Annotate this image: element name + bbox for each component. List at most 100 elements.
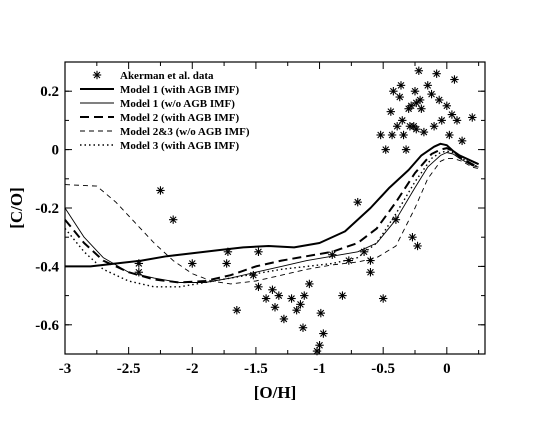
data-point [432, 69, 441, 78]
data-point [270, 303, 280, 312]
data-point [319, 329, 328, 338]
asterisk-stroke [306, 280, 313, 288]
asterisk-stroke [446, 131, 453, 139]
asterisk-stroke [397, 82, 405, 89]
asterisk-stroke [388, 131, 396, 139]
asterisk-stroke [255, 283, 262, 291]
legend: Akerman et al. data Model 1 (with AGB IMF… [80, 70, 250, 152]
asterisk-stroke [269, 286, 276, 294]
asterisk-stroke [430, 122, 438, 130]
asterisk-stroke [411, 87, 419, 95]
asterisk-stroke [169, 216, 177, 224]
data-point [417, 104, 426, 113]
asterisk-stroke [300, 292, 308, 299]
data-point [398, 116, 407, 125]
data-point [268, 285, 277, 294]
x-tick-label: -1 [313, 361, 326, 377]
x-tick-label: 0 [443, 361, 451, 377]
asterisk-stroke [412, 125, 420, 133]
data-point [429, 122, 439, 131]
asterisk-stroke [468, 114, 476, 121]
asterisk-stroke [451, 76, 458, 83]
data-point [468, 113, 477, 122]
data-point [274, 291, 284, 300]
y-tick-label: 0.2 [40, 84, 59, 100]
data-point [316, 308, 326, 318]
asterisk-stroke [280, 315, 288, 323]
asterisk-stroke [418, 105, 425, 113]
series-line-4 [64, 157, 479, 285]
asterisk-stroke [382, 146, 390, 153]
data-point [254, 247, 263, 256]
data-point [292, 306, 301, 315]
legend-label: Model 1 (w/o AGB IMF) [120, 98, 235, 110]
asterisk-stroke [424, 82, 432, 89]
x-tick-label: -0.5 [371, 361, 395, 377]
asterisk-stroke [157, 187, 164, 194]
asterisk-stroke [360, 248, 368, 256]
data-point [300, 291, 309, 300]
data-point [442, 101, 452, 110]
data-point [408, 233, 417, 242]
data-point [437, 116, 446, 125]
asterisk-stroke [271, 303, 279, 311]
data-point [389, 87, 398, 96]
data-point [254, 282, 263, 292]
data-point [452, 116, 462, 125]
asterisk-stroke [313, 347, 321, 355]
data-point [156, 186, 165, 195]
data-point [381, 145, 390, 154]
asterisk-stroke [400, 131, 407, 139]
asterisk-stroke [448, 111, 456, 118]
series-layer [64, 66, 480, 356]
data-point [338, 291, 347, 300]
axis-ticks: -3 -2.5 -2 -1.5 -1 -0.5 0 -0.6 -0.4 -0.2 0 0.2 [35, 61, 485, 377]
asterisk-stroke [402, 146, 410, 153]
asterisk-stroke [345, 257, 353, 264]
data-point [305, 279, 314, 289]
asterisk-stroke [297, 301, 304, 308]
data-point [457, 136, 467, 146]
data-point [296, 300, 305, 309]
legend-label: Model 1 (with AGB IMF) [120, 84, 239, 96]
asterisk-stroke [275, 292, 283, 299]
asterisk-stroke [339, 292, 346, 299]
asterisk-stroke [414, 242, 421, 250]
data-point [395, 92, 404, 102]
asterisk-stroke [262, 295, 270, 302]
y-tick-label: -0.2 [35, 201, 59, 217]
asterisk-stroke [435, 96, 443, 104]
data-point [450, 75, 459, 84]
data-point [410, 87, 420, 96]
asterisk-stroke [390, 87, 397, 95]
x-axis-title: [O/H] [254, 383, 297, 402]
data-point [376, 130, 385, 140]
asterisk-stroke [317, 309, 325, 317]
data-point [222, 259, 231, 268]
asterisk-stroke [379, 295, 387, 302]
data-point [413, 241, 422, 251]
asterisk-stroke [299, 324, 307, 332]
data-point [315, 341, 324, 350]
x-tick-label: -2.5 [117, 361, 141, 377]
data-point [412, 124, 421, 134]
asterisk-stroke [398, 117, 406, 124]
legend-marker [92, 70, 102, 80]
data-point [423, 81, 432, 90]
data-point [445, 130, 454, 140]
data-point [168, 215, 178, 224]
asterisk-stroke [288, 295, 295, 302]
data-point [396, 81, 406, 90]
data-point [401, 145, 411, 154]
data-point [386, 107, 396, 116]
data-point [392, 122, 402, 131]
data-point [415, 95, 425, 105]
data-point [406, 101, 416, 110]
data-point [434, 95, 444, 105]
x-tick-label: -3 [59, 361, 72, 377]
data-point [232, 306, 242, 315]
asterisk-stroke [293, 306, 300, 314]
asterisk-stroke [367, 268, 374, 276]
data-point [261, 294, 271, 303]
